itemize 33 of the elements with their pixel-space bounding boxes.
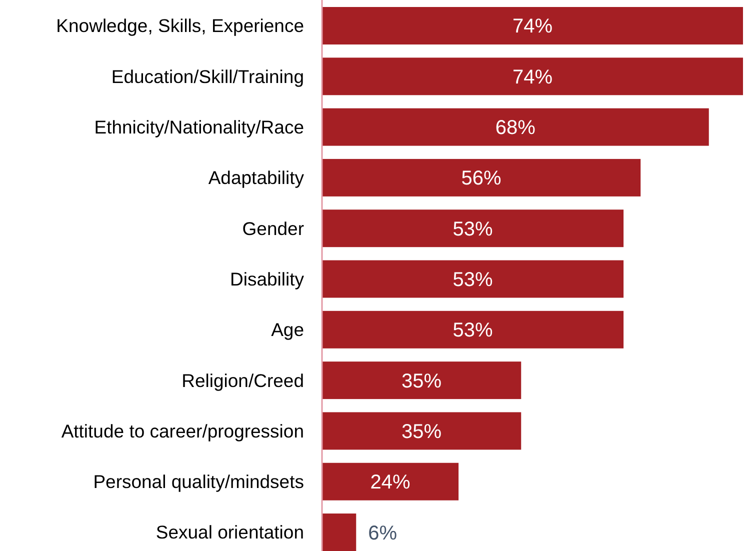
- data-label: 35%: [402, 370, 442, 392]
- bar: [322, 108, 709, 146]
- data-label: 74%: [512, 66, 553, 88]
- y-tick-label: Attitude to career/progression: [61, 420, 304, 442]
- y-tick-label: Disability: [230, 268, 305, 290]
- data-label: 56%: [461, 168, 502, 190]
- bar: [322, 310, 624, 348]
- y-tick-label: Age: [271, 319, 304, 340]
- y-tick-label: Knowledge, Skills, Experience: [56, 15, 304, 36]
- bar: [322, 158, 641, 196]
- data-label: 6%: [368, 522, 398, 544]
- data-label: 68%: [495, 117, 536, 140]
- data-label: 53%: [452, 320, 493, 342]
- bar: [322, 260, 624, 298]
- bar: [322, 58, 743, 96]
- bar: [322, 462, 459, 500]
- data-label: 24%: [370, 472, 410, 494]
- y-tick-label: Sexual orientation: [156, 522, 304, 543]
- bar: [322, 7, 743, 44]
- y-tick-label: Ethnicity/Nationality/Race: [94, 116, 304, 138]
- bar: [322, 210, 624, 248]
- y-tick-label: Gender: [242, 218, 304, 239]
- bar: [322, 412, 522, 450]
- y-tick-label: Adaptability: [208, 167, 305, 188]
- y-tick-label: Personal quality/mindsets: [93, 471, 304, 492]
- bar: [322, 514, 356, 551]
- y-tick-label: Religion/Creed: [182, 370, 304, 391]
- data-label: 53%: [452, 218, 493, 240]
- y-tick-label: Education/Skill/Training: [111, 66, 304, 87]
- data-label: 35%: [402, 420, 442, 443]
- data-label: 74%: [512, 16, 553, 38]
- data-label: 53%: [452, 269, 493, 291]
- bar: [322, 362, 522, 400]
